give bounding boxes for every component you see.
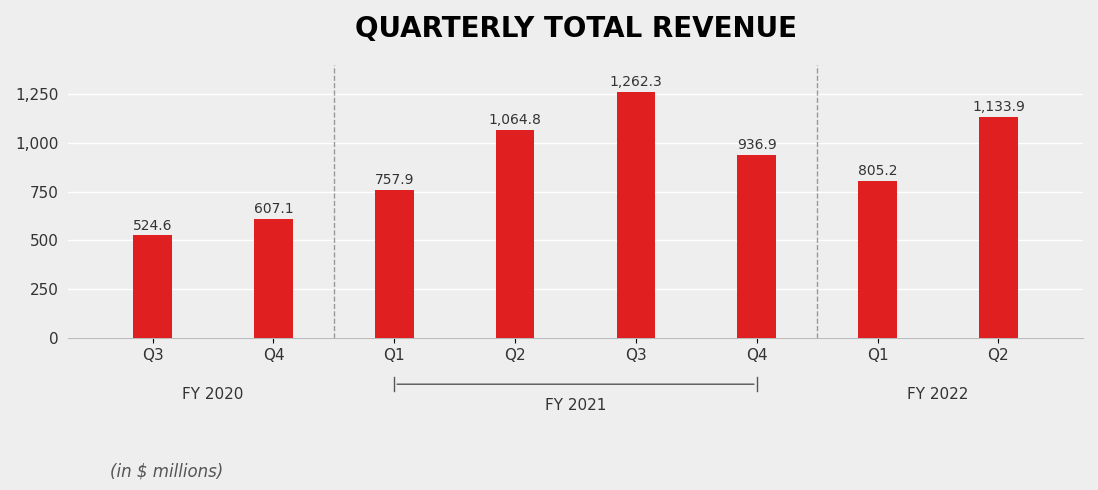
Text: 936.9: 936.9 [737,138,776,152]
Bar [254,220,293,338]
Bar [859,181,897,338]
Text: 1,262.3: 1,262.3 [609,74,662,89]
Text: 607.1: 607.1 [254,202,293,217]
Text: 757.9: 757.9 [374,173,414,187]
Text: 524.6: 524.6 [133,219,172,233]
Bar [979,117,1018,338]
Bar [617,92,656,338]
Text: 805.2: 805.2 [858,164,897,178]
Text: FY 2021: FY 2021 [545,398,606,413]
Text: FY 2020: FY 2020 [182,387,244,402]
Bar [376,190,414,338]
Text: 1,064.8: 1,064.8 [489,113,541,127]
Text: FY 2022: FY 2022 [907,387,968,402]
Bar [133,236,172,338]
Bar [496,130,535,338]
Text: 1,133.9: 1,133.9 [972,100,1024,114]
Title: QUARTERLY TOTAL REVENUE: QUARTERLY TOTAL REVENUE [355,15,796,43]
Bar [738,155,776,338]
Text: (in $ millions): (in $ millions) [110,462,223,480]
